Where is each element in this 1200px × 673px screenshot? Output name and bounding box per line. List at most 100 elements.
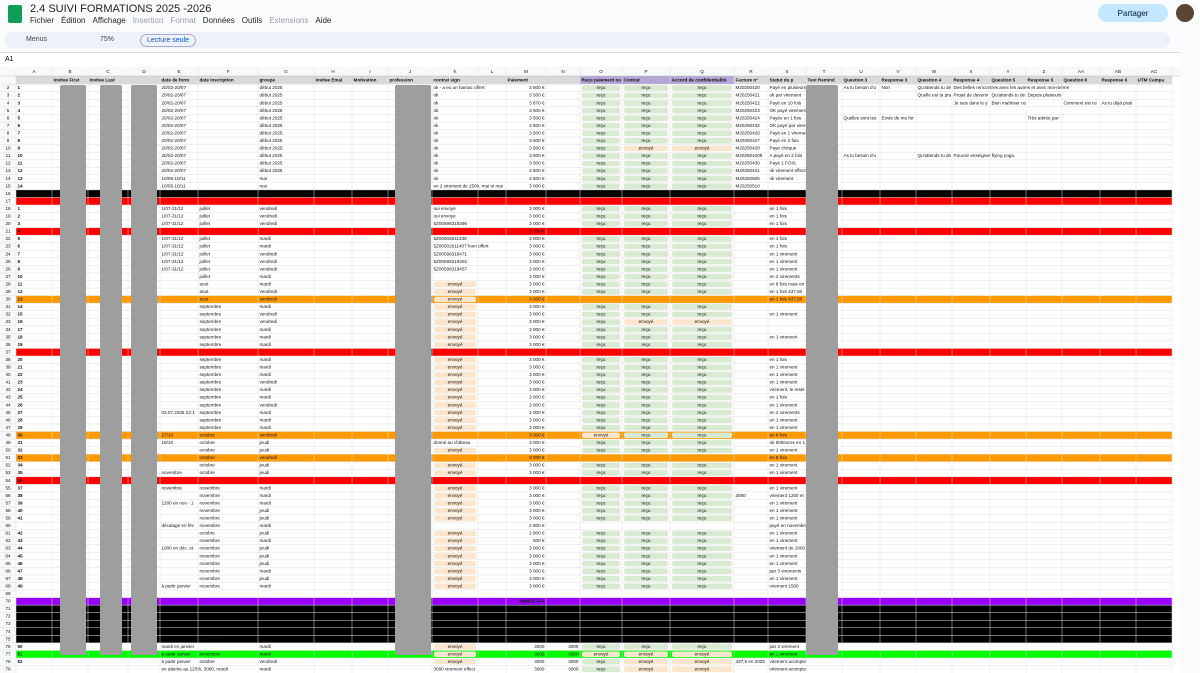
status-chip xyxy=(672,530,732,537)
cell-text: jeudi xyxy=(259,516,270,521)
cell-text: 3 500 € xyxy=(529,153,545,158)
menu-item[interactable]: Aide xyxy=(315,16,332,25)
column-header: Question 6 xyxy=(1064,78,1088,83)
cell-text: M20250432 xyxy=(736,123,761,128)
status-chip xyxy=(582,424,620,431)
cell-text: 3 000 € xyxy=(529,440,545,445)
cell-text: 3 500 € xyxy=(529,176,545,181)
cell-text: 48 xyxy=(18,576,24,581)
cell-text: 7 xyxy=(18,251,21,256)
status-chip xyxy=(434,553,476,559)
header-cell xyxy=(990,76,1026,85)
status-chip xyxy=(582,168,620,174)
cell-text: en 1 virement xyxy=(770,266,799,271)
status-chip xyxy=(624,160,668,167)
status-chip xyxy=(434,515,476,522)
row-number: 56 xyxy=(5,493,11,498)
row-number: 17 xyxy=(5,198,11,203)
cell-text: 3000 virement effect xyxy=(434,667,476,672)
status-chip xyxy=(624,530,668,537)
status-chip xyxy=(624,92,668,99)
cell-text: envoyé xyxy=(448,470,463,475)
cell-text: ok xyxy=(434,130,440,135)
doc-title[interactable]: 2.4 SUIVI FORMATIONS 2025 -2026 xyxy=(30,3,212,15)
share-button[interactable]: Partager xyxy=(1098,4,1168,22)
row-fill xyxy=(16,476,1172,485)
cell-text: septembre xyxy=(200,387,222,392)
cell-ref[interactable]: A1 xyxy=(5,56,14,63)
row-number: 11 xyxy=(6,153,11,158)
status-chip xyxy=(672,583,732,590)
cell-text: reçu xyxy=(597,508,606,513)
cell-text: en 1 fois xyxy=(770,357,788,362)
view-mode[interactable]: Lecture seule xyxy=(140,34,197,47)
cell-text: septembre xyxy=(200,417,222,422)
cell-text: en 2 virement de 1500, mai et mai xyxy=(434,183,503,188)
column-letter: F xyxy=(227,69,230,74)
row-number: 70 xyxy=(5,599,11,604)
cell-text: 12 xyxy=(18,289,24,294)
column-header: Statut du p xyxy=(770,78,794,83)
cell-text: mardi en janvier xyxy=(162,644,195,649)
cell-text: 34 xyxy=(18,463,24,468)
cell-text: reçu xyxy=(642,553,651,558)
menu-item[interactable]: Affichage xyxy=(92,16,126,25)
status-chip xyxy=(582,153,620,159)
status-chip xyxy=(624,122,668,129)
menu-item[interactable]: Insertion xyxy=(132,16,164,25)
menu-item[interactable]: Édition xyxy=(61,16,86,25)
cell-text: reçu xyxy=(597,387,606,392)
cell-text: septembre xyxy=(200,410,222,415)
cell-text: ok xyxy=(434,123,440,128)
cell-text: Bien maîtriser ce xyxy=(992,100,1027,105)
status-chip xyxy=(672,409,732,416)
header-cell xyxy=(1136,76,1172,85)
cell-text: juillet xyxy=(199,259,211,264)
status-chip xyxy=(624,334,668,340)
column-header: Response 6 xyxy=(1102,78,1128,83)
menu-item[interactable]: Fichier xyxy=(30,16,55,25)
status-chip xyxy=(434,296,476,303)
status-chip xyxy=(672,273,732,280)
header-cell xyxy=(1026,76,1062,85)
cell-text: A payé en 2 fois xyxy=(770,153,803,158)
column-letter: J xyxy=(409,69,411,74)
status-chip xyxy=(624,432,668,439)
cell-text: jeudi xyxy=(259,470,270,475)
menu-item[interactable]: Données xyxy=(202,16,235,25)
cell-text: décalage en fév xyxy=(162,523,195,528)
cell-text: aout xyxy=(200,297,210,302)
cell-text: octobre xyxy=(200,432,216,437)
status-chip xyxy=(672,258,732,265)
column-letter: V xyxy=(896,69,900,74)
zoom[interactable]: 75% xyxy=(100,36,115,43)
cell-text: 1/07-31/12 xyxy=(162,251,184,256)
cell-text: envoyé xyxy=(695,667,710,672)
cell-text: 3 500 € xyxy=(529,168,545,173)
status-chip xyxy=(624,666,668,673)
cell-text: début 2025 xyxy=(260,100,283,105)
cell-text: M20250431 xyxy=(736,168,761,173)
status-chip xyxy=(434,387,476,393)
avatar[interactable] xyxy=(1176,4,1194,22)
cell-text: envoyé xyxy=(448,448,463,453)
cell-text: septembre xyxy=(200,334,222,339)
menu-item[interactable]: Format xyxy=(170,16,196,25)
cell-text: 5Z00502611407 hom offert xyxy=(434,244,490,249)
cell-text: 8 xyxy=(18,259,21,264)
row-number: 9 xyxy=(7,138,10,143)
menu-item[interactable]: Extensions xyxy=(269,16,309,25)
status-chip xyxy=(672,651,732,657)
status-chip xyxy=(672,462,732,469)
cell-text: 51 xyxy=(18,651,24,656)
menu-search[interactable]: Menus xyxy=(26,36,48,43)
cell-text: 49 xyxy=(18,583,24,588)
cell-text: reçu xyxy=(698,289,707,294)
menu-item[interactable]: Outils xyxy=(241,16,263,25)
cell-text: mardi xyxy=(260,667,272,672)
status-chip xyxy=(434,364,476,371)
cell-text: reçu xyxy=(597,365,606,370)
status-chip xyxy=(672,402,732,408)
cell-text: reçu xyxy=(698,183,707,188)
